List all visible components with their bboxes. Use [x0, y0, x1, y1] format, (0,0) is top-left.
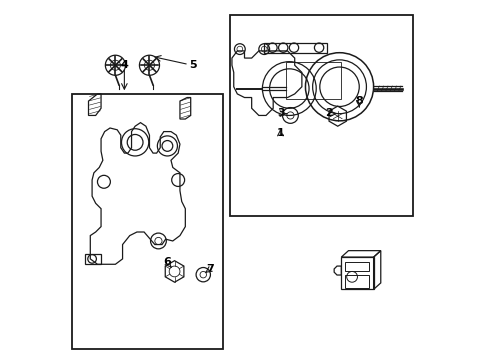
Bar — [72, 94, 223, 348]
Text: 5: 5 — [188, 60, 196, 70]
Text: 4: 4 — [120, 60, 128, 70]
Bar — [341, 257, 373, 289]
Bar — [344, 275, 368, 288]
Bar — [344, 262, 368, 271]
Text: 7: 7 — [206, 264, 214, 274]
Bar — [264, 42, 326, 53]
Bar — [230, 15, 412, 216]
Text: 2: 2 — [324, 108, 332, 118]
Text: 1: 1 — [276, 129, 284, 138]
Text: 6: 6 — [163, 257, 171, 267]
Text: 3: 3 — [277, 108, 285, 118]
Text: 8: 8 — [355, 96, 363, 106]
Bar — [285, 62, 341, 99]
